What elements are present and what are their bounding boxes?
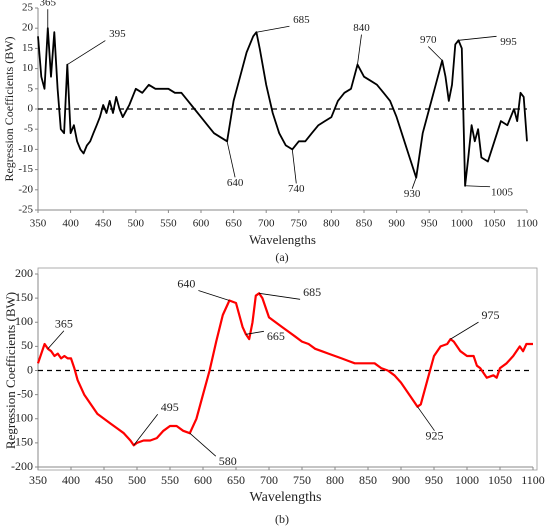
x-tick-label: 850 [356,218,373,230]
x-tick-label: 1000 [455,473,479,487]
x-tick-label: 500 [128,473,146,487]
annotation-leader [226,141,236,178]
x-tick-label: 1100 [521,473,545,487]
x-tick-label: 950 [421,218,438,230]
x-tick-label: 600 [194,473,212,487]
x-tick-label: 400 [62,218,79,230]
y-tick-label: 10 [22,62,34,74]
annotation: 970 [420,34,437,46]
y-tick-label: 0 [27,362,33,376]
y-axis-title: Regression Coefficients (BW) [2,36,16,181]
y-tick-label: -50 [17,386,33,400]
annotation-leader [47,330,65,350]
annotation: 365 [40,0,57,9]
x-tick-label: 1050 [488,473,512,487]
x-tick-label: 950 [425,473,443,487]
annotation: 930 [404,188,421,200]
x-tick-label: 550 [161,473,179,487]
y-tick-label: 100 [15,314,33,328]
y-tick-label: -150 [11,435,33,449]
annotation-leader [198,290,230,301]
data-line [37,27,528,187]
x-tick-label: 400 [62,473,80,487]
y-tick-label: -20 [18,183,33,195]
y-tick-label: 50 [21,338,33,352]
y-tick-label: 200 [15,266,33,280]
x-tick-label: 350 [29,473,47,487]
y-tick-label: -15 [18,163,33,175]
annotation: 995 [500,36,517,48]
x-tick-label: 450 [95,473,113,487]
y-tick-label: 150 [15,290,33,304]
annotation-leader [291,149,297,184]
annotation-leader [259,292,301,300]
x-tick-label: 350 [30,218,47,230]
x-axis-title: Wavelengths [250,490,322,505]
annotation: 665 [267,329,285,343]
annotation-leader [411,177,417,189]
caption: (a) [275,250,288,264]
annotation-leader [133,414,159,446]
x-tick-label: 550 [160,218,177,230]
annotation: 640 [227,177,244,189]
y-tick-label: 0 [28,103,34,115]
plot-frame [37,267,538,471]
y-tick-label: -10 [18,143,33,155]
x-tick-label: 900 [392,473,410,487]
caption: (b) [275,512,289,526]
annotation: 685 [293,14,310,26]
annotation-leader [245,330,264,335]
x-tick-label: 1000 [451,218,474,230]
annotation-leader [357,34,362,65]
y-tick-label: -5 [24,123,34,135]
y-tick-label: -100 [11,411,33,425]
x-tick-label: 800 [323,218,340,230]
x-tick-label: 450 [95,218,112,230]
x-tick-label: 700 [260,473,278,487]
annotation-leader [189,432,217,457]
x-tick-label: 500 [128,218,145,230]
x-tick-label: 900 [388,218,405,230]
x-tick-label: 850 [359,473,377,487]
annotation: 740 [288,183,305,195]
x-tick-label: 600 [193,218,210,230]
annotation-leader [67,40,106,65]
y-tick-label: -200 [11,459,33,473]
y-tick-label: 20 [22,22,34,34]
x-tick-label: 750 [291,218,308,230]
annotation-leader [465,185,491,188]
annotation-leader [427,46,443,61]
y-axis-title: Regression Coefficients (BW) [3,292,18,449]
x-tick-label: 800 [326,473,344,487]
x-tick-label: 1100 [516,218,538,230]
y-tick-label: 25 [22,2,34,14]
annotation: 365 [55,317,73,331]
x-tick-label: 1050 [483,218,506,230]
annotation: 395 [109,28,126,40]
annotation: 640 [177,276,195,290]
annotation-leader [417,406,435,431]
annotation: 975 [482,308,500,322]
x-axis-title: Wavelengths [249,232,316,247]
y-tick-label: 5 [28,82,34,94]
x-tick-label: 750 [293,473,311,487]
annotation-leader [450,321,479,340]
annotation: 925 [426,428,444,442]
x-tick-label: 650 [225,218,242,230]
annotation: 1005 [491,186,514,198]
annotation-leader [256,25,290,33]
y-tick-label: -25 [18,204,33,216]
x-tick-label: 700 [258,218,275,230]
y-tick-label: 15 [22,42,34,54]
annotation: 840 [353,22,370,34]
annotation: 580 [219,454,237,468]
data-line [36,292,533,447]
annotation-leader [458,35,497,41]
annotation: 685 [303,285,321,299]
x-tick-label: 650 [227,473,245,487]
annotation: 495 [161,400,179,414]
